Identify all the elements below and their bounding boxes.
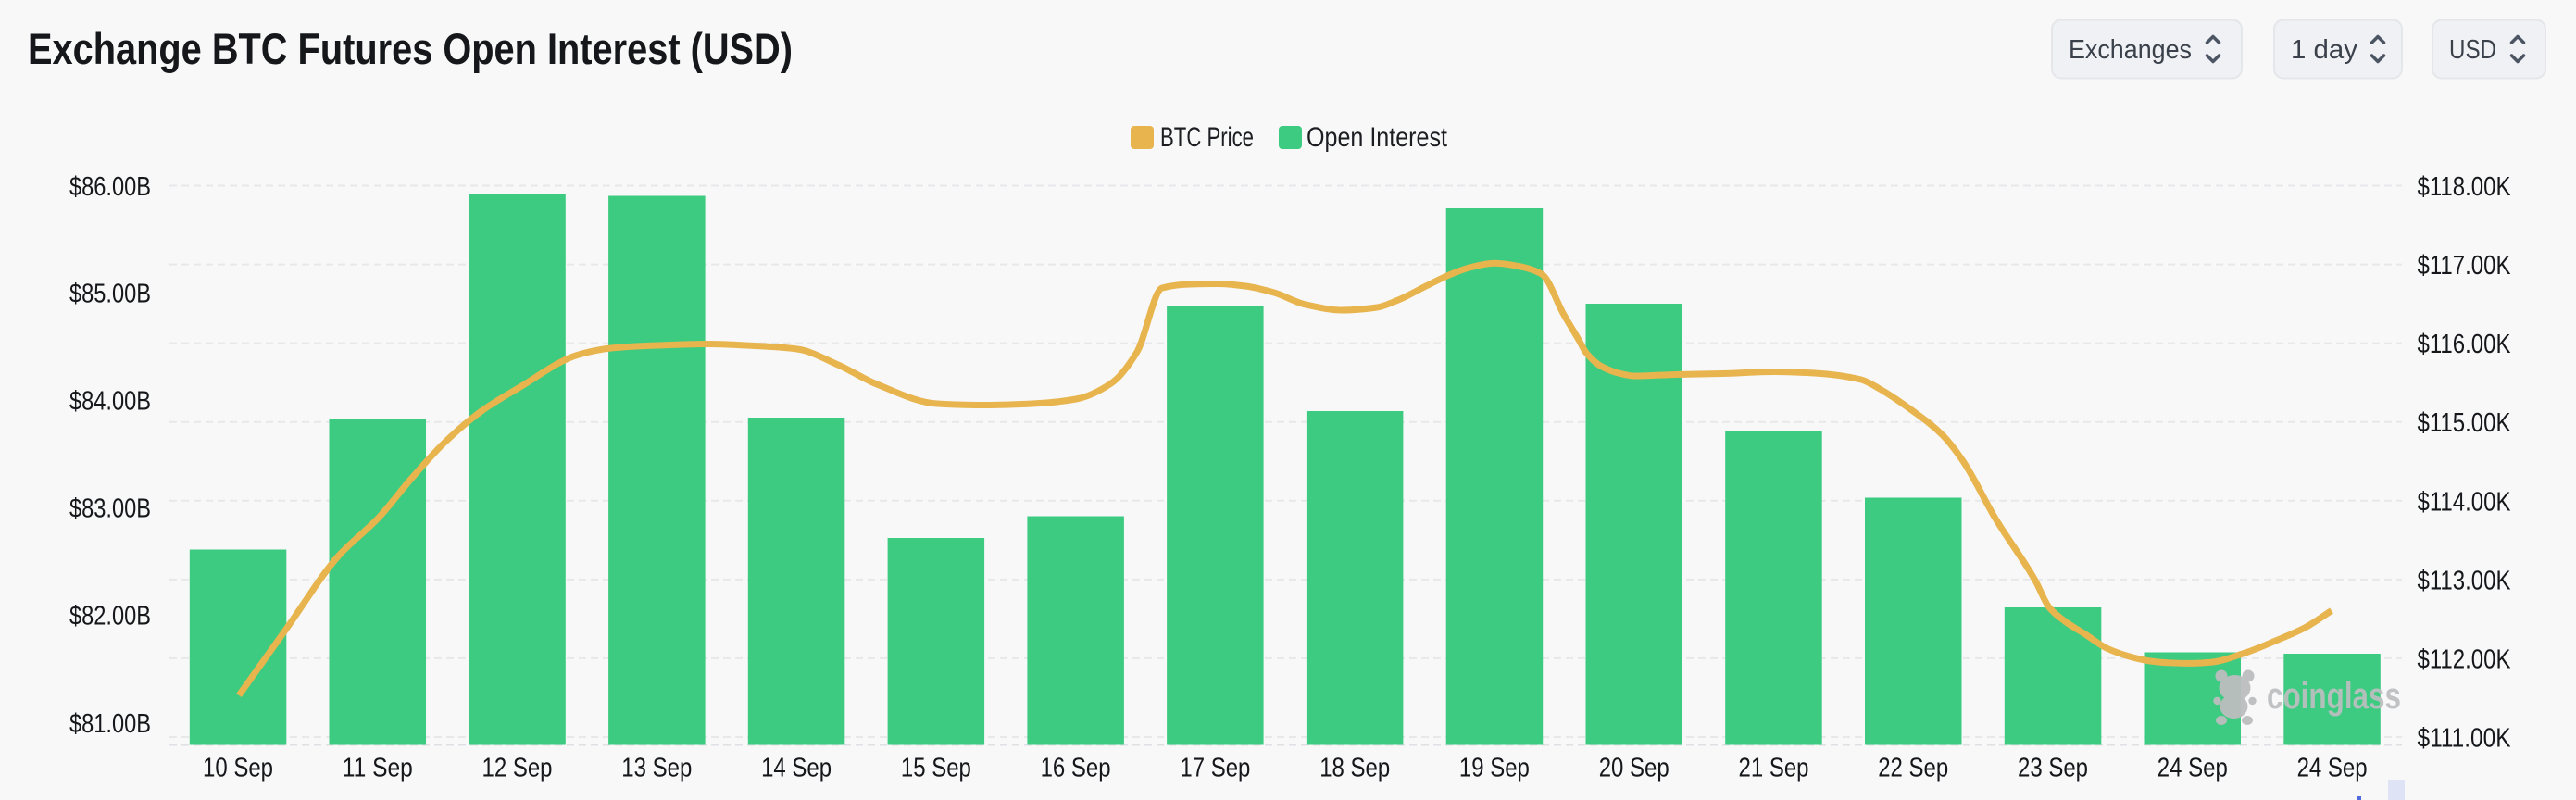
svg-text:1 day: 1 day xyxy=(2291,35,2357,65)
svg-text:$117.00K: $117.00K xyxy=(2418,251,2512,281)
svg-text:10 Sep: 10 Sep xyxy=(203,754,273,783)
svg-text:24 Sep: 24 Sep xyxy=(2297,754,2368,783)
svg-text:16 Sep: 16 Sep xyxy=(1041,754,1111,783)
svg-text:$86.00B: $86.00B xyxy=(69,172,151,202)
svg-text:Open Interest: Open Interest xyxy=(1307,122,1448,153)
svg-text:17 Sep: 17 Sep xyxy=(1180,754,1250,783)
svg-text:24 Sep: 24 Sep xyxy=(2157,754,2228,783)
svg-text:23 Sep: 23 Sep xyxy=(2018,754,2088,783)
svg-text:$115.00K: $115.00K xyxy=(2418,408,2512,438)
svg-text:11 Sep: 11 Sep xyxy=(343,754,413,783)
svg-text:coinglass: coinglass xyxy=(2267,676,2401,717)
svg-text:$113.00K: $113.00K xyxy=(2418,566,2512,595)
svg-text:22 Sep: 22 Sep xyxy=(1878,754,1948,783)
svg-text:$85.00B: $85.00B xyxy=(69,279,151,308)
svg-text:18 Sep: 18 Sep xyxy=(1319,754,1390,783)
svg-text:14 Sep: 14 Sep xyxy=(761,754,832,783)
svg-text:$84.00B: $84.00B xyxy=(69,386,151,416)
svg-text:15 Sep: 15 Sep xyxy=(901,754,971,783)
svg-text:USD: USD xyxy=(2449,35,2496,65)
svg-text:$114.00K: $114.00K xyxy=(2418,487,2512,517)
svg-text:$83.00B: $83.00B xyxy=(69,494,151,523)
svg-text:$81.00B: $81.00B xyxy=(69,709,151,739)
svg-text:13 Sep: 13 Sep xyxy=(621,754,692,783)
svg-text:$82.00B: $82.00B xyxy=(69,602,151,631)
svg-text:19 Sep: 19 Sep xyxy=(1459,754,1530,783)
svg-text:Exchange BTC Futures Open Inte: Exchange BTC Futures Open Interest (USD) xyxy=(28,24,793,73)
svg-text:Exchanges: Exchanges xyxy=(2069,35,2192,65)
svg-text:12 Sep: 12 Sep xyxy=(482,754,553,783)
svg-text:$116.00K: $116.00K xyxy=(2418,330,2512,359)
svg-text:20 Sep: 20 Sep xyxy=(1599,754,1669,783)
svg-text:$112.00K: $112.00K xyxy=(2418,644,2512,674)
svg-text:21 Sep: 21 Sep xyxy=(1739,754,1809,783)
svg-text:$111.00K: $111.00K xyxy=(2418,724,2512,754)
svg-text:BTC Price: BTC Price xyxy=(1160,122,1254,153)
svg-text:$118.00K: $118.00K xyxy=(2418,172,2512,202)
